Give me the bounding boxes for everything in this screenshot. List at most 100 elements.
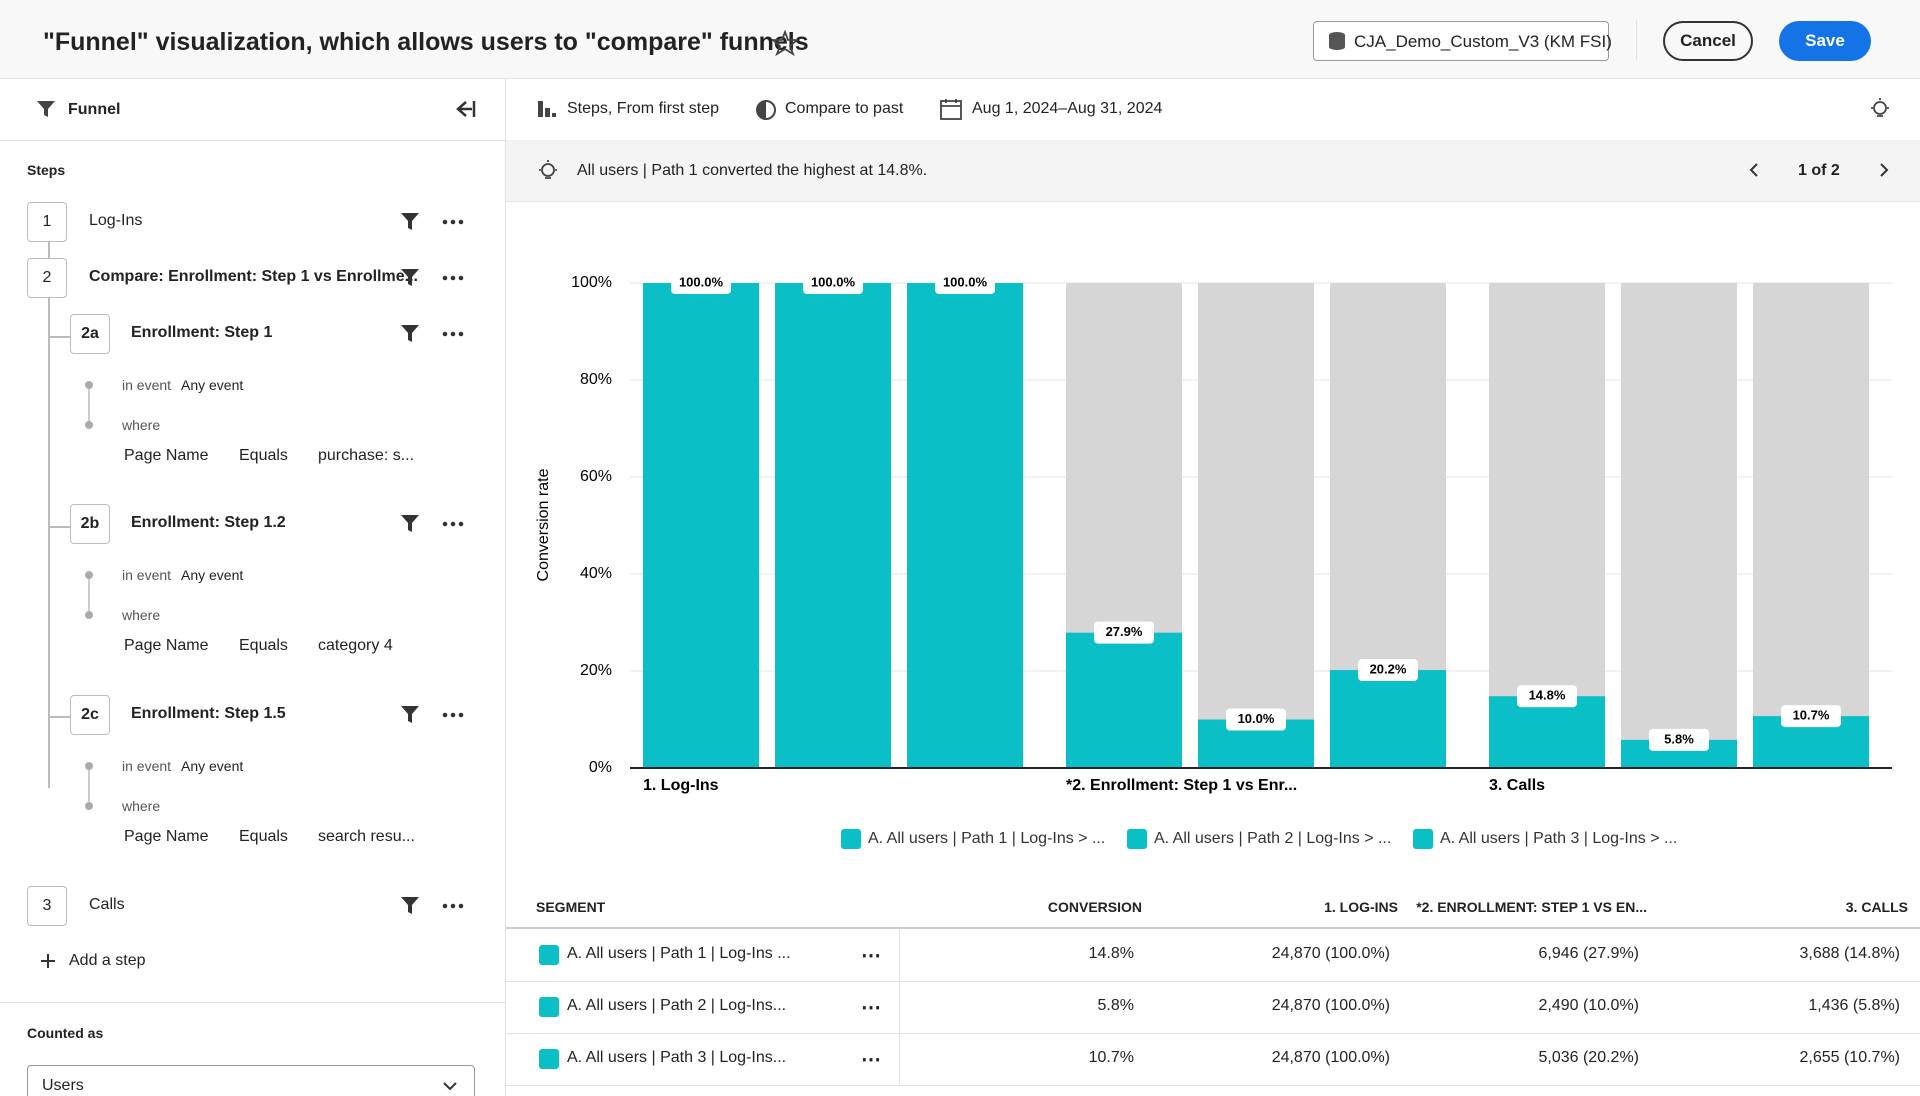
column-header: 3. CALLS <box>1845 899 1908 915</box>
dot <box>85 421 93 429</box>
panel-title: Funnel <box>68 101 121 118</box>
left-panel: Funnel Steps 1 Log-Ins 2 Compare: Enrollmen… <box>0 78 506 1096</box>
legend-label: A. All users | Path 1 | Log-Ins > ... <box>868 830 1105 847</box>
cell: 1,436 (5.8%) <box>1808 997 1900 1014</box>
bar <box>1330 670 1446 768</box>
value-label: 100.0% <box>679 274 724 289</box>
column-divider <box>899 928 900 1084</box>
star[interactable] <box>772 30 798 56</box>
counted-value: Users <box>42 1077 84 1094</box>
value-label-bg <box>1358 659 1418 682</box>
step-label: Calls <box>89 896 125 913</box>
add-step[interactable]: Add a step <box>69 952 146 969</box>
event: Any event <box>181 567 244 583</box>
cell: 24,870 (100.0%) <box>1271 945 1390 962</box>
bar-background <box>1198 283 1314 768</box>
funnel-icon <box>37 101 55 117</box>
value-label: 100.0% <box>811 274 856 289</box>
next[interactable] <box>1878 162 1890 178</box>
step-actions[interactable] <box>400 704 470 726</box>
legend-swatch <box>1413 829 1433 849</box>
column-header: CONVERSION <box>1047 899 1142 915</box>
value-label: 10.0% <box>1238 711 1275 726</box>
step-actions[interactable] <box>400 323 470 345</box>
cell: 2,490 (10.0%) <box>1538 997 1639 1014</box>
column-header: SEGMENT <box>536 899 606 915</box>
bar <box>775 283 891 768</box>
bar <box>1489 696 1605 768</box>
where: where <box>122 417 161 433</box>
step-actions[interactable] <box>400 895 470 917</box>
connector <box>88 579 90 611</box>
in-event: in event <box>122 377 172 393</box>
cell: 24,870 (100.0%) <box>1271 1049 1390 1066</box>
row-swatch <box>539 997 559 1017</box>
dot <box>85 381 93 389</box>
value-label-bg <box>803 272 863 294</box>
collapse-icon[interactable] <box>454 99 476 119</box>
bulb-icon <box>539 160 557 179</box>
value-label-bg <box>1781 705 1841 728</box>
y-tick-label: 60% <box>580 468 612 485</box>
legend-swatch <box>841 829 861 849</box>
dot <box>85 762 93 770</box>
substep-label: Enrollment: Step 1.5 <box>131 705 286 722</box>
value-label: 27.9% <box>1106 624 1143 639</box>
substep-label: Enrollment: Step 1 <box>131 324 273 341</box>
plus-icon[interactable] <box>40 953 56 969</box>
step-actions[interactable] <box>400 513 470 535</box>
value-label-bg <box>1649 728 1709 751</box>
column-header: *2. ENROLLMENT: STEP 1 VS EN... <box>1416 899 1647 915</box>
y-tick-label: 40% <box>580 565 612 582</box>
row-swatch <box>539 945 559 965</box>
x-tick-label: 3. Calls <box>1489 777 1545 794</box>
field: Page Name <box>124 447 209 464</box>
step-actions[interactable] <box>400 267 470 289</box>
cell: 5.8% <box>1097 997 1134 1014</box>
toolbar-steps[interactable]: Steps, From first step <box>567 100 720 117</box>
value-label-bg <box>1094 621 1154 644</box>
where: where <box>122 798 161 814</box>
step-number: 3 <box>27 886 67 926</box>
toolbar: Steps, From first step Compare to past A… <box>506 78 1920 141</box>
steps-label: Steps <box>27 162 66 178</box>
field: Page Name <box>124 828 209 845</box>
column-header: 1. LOG-INS <box>1324 899 1398 915</box>
value-label-bg <box>935 272 995 294</box>
save-button[interactable]: Save <box>1779 21 1871 61</box>
legend-label: A. All users | Path 2 | Log-Ins > ... <box>1154 830 1391 847</box>
segment-name: A. All users | Path 1 | Log-Ins ... <box>567 945 791 962</box>
title: "Funnel" visualization, which allows use… <box>43 28 809 56</box>
connector <box>88 770 90 802</box>
in-event: in event <box>122 758 172 774</box>
dot <box>85 611 93 619</box>
toolbar-compare[interactable]: Compare to past <box>785 100 904 117</box>
row-menu: ⋯ <box>861 1049 882 1071</box>
cancel-button[interactable]: Cancel <box>1663 21 1753 61</box>
where: where <box>122 607 161 623</box>
step-actions[interactable] <box>400 211 470 233</box>
step-number: 2 <box>27 258 67 298</box>
bulb-icon[interactable] <box>1868 97 1892 121</box>
calendar-icon <box>940 99 962 120</box>
toolbar-date[interactable]: Aug 1, 2024–Aug 31, 2024 <box>972 100 1163 117</box>
step-label: Log-Ins <box>89 212 143 229</box>
cell: 6,946 (27.9%) <box>1538 945 1639 962</box>
value: category 4 <box>318 637 393 654</box>
value-label: 5.8% <box>1664 731 1694 746</box>
chevron <box>443 1082 457 1091</box>
field: Page Name <box>124 637 209 654</box>
substep-id: 2a <box>70 314 110 354</box>
prev[interactable] <box>1748 162 1760 178</box>
insight-text: All users | Path 1 converted the highest… <box>577 162 928 179</box>
data-source[interactable]: CJA_Demo_Custom_V3 (KM FSI) <box>1313 21 1612 61</box>
legend-swatch <box>1127 829 1147 849</box>
bar-background <box>1753 283 1869 768</box>
value-label-bg <box>1517 685 1577 708</box>
value: search resu... <box>318 828 415 845</box>
counted-select[interactable]: Users <box>27 1065 475 1096</box>
value-label: 10.7% <box>1793 708 1830 723</box>
segment-name: A. All users | Path 3 | Log-Ins... <box>567 1049 787 1066</box>
cell: 5,036 (20.2%) <box>1538 1049 1639 1066</box>
legend-label: A. All users | Path 3 | Log-Ins > ... <box>1440 830 1677 847</box>
